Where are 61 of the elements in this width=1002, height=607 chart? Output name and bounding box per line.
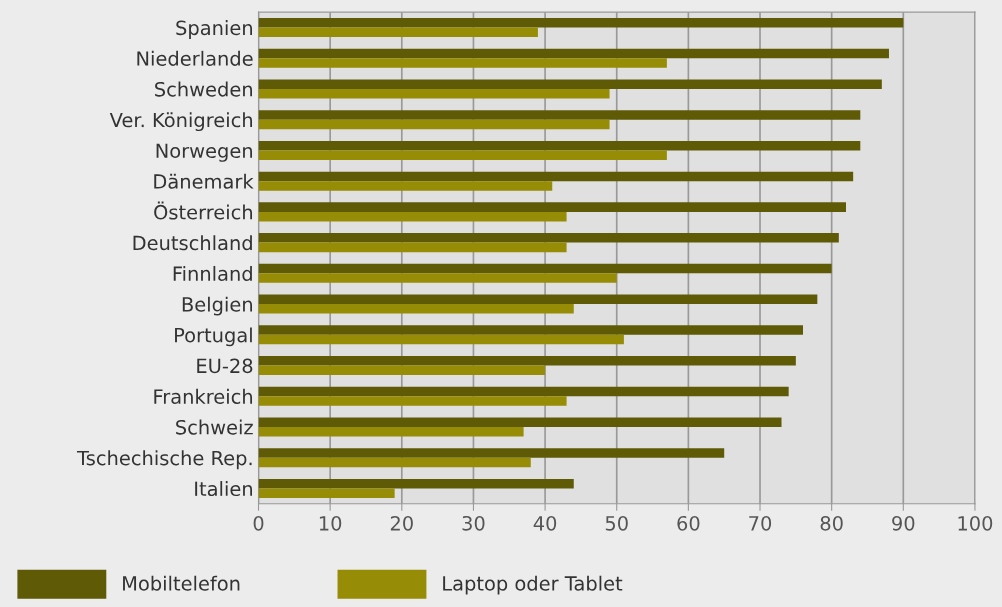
bar xyxy=(258,233,839,243)
bar xyxy=(258,417,782,427)
y-tick-label: Spanien xyxy=(176,20,252,39)
y-tick-label: Schweden xyxy=(155,81,252,97)
y-tick-label: Frankreich xyxy=(154,388,253,404)
y-tick-label: Dänemark xyxy=(154,173,254,189)
bar xyxy=(258,304,574,314)
bar xyxy=(258,48,889,59)
bar xyxy=(258,365,546,376)
x-tick-label: 10 xyxy=(319,515,342,531)
x-tick-label: 0 xyxy=(253,515,264,531)
bar xyxy=(258,488,395,498)
bar xyxy=(258,263,832,274)
x-tick-label: 100 xyxy=(958,515,993,531)
bar xyxy=(258,242,567,253)
x-tick-label: 60 xyxy=(677,515,700,531)
bar xyxy=(258,325,803,335)
y-tick-label: Ver. Königreich xyxy=(109,112,252,132)
y-tick-label: Portugal xyxy=(175,327,252,347)
y-tick-label: Deutschland xyxy=(133,235,252,251)
bar xyxy=(258,79,882,89)
x-tick-label: 30 xyxy=(462,515,485,531)
bar xyxy=(258,171,854,182)
bar xyxy=(258,334,624,345)
y-tick-label: Tschechische Rep. xyxy=(76,450,252,470)
bar xyxy=(258,457,531,468)
x-tick-label: 40 xyxy=(533,515,557,531)
x-tick-label: 80 xyxy=(820,515,843,531)
y-tick-label: Norwegen xyxy=(156,143,252,162)
bar xyxy=(258,478,574,489)
bar xyxy=(258,273,617,283)
bar xyxy=(258,386,789,397)
bar xyxy=(258,140,861,151)
bar xyxy=(258,27,538,38)
bar xyxy=(258,396,567,406)
y-tick-label: Schweiz xyxy=(176,419,253,435)
bar xyxy=(258,426,524,437)
bar xyxy=(258,211,567,222)
y-tick-label: EU-28 xyxy=(197,358,253,374)
y-tick-label: Österreich xyxy=(154,201,252,220)
legend-label: Laptop oder Tablet xyxy=(443,575,623,595)
x-tick-label: 50 xyxy=(605,515,628,531)
legend-label: Mobiltelefon xyxy=(123,575,240,591)
x-tick-label: 90 xyxy=(892,515,915,531)
bar xyxy=(258,356,796,366)
bar xyxy=(258,119,610,130)
x-tick-label: 20 xyxy=(390,515,413,531)
bar xyxy=(258,202,846,212)
y-tick-label: Italien xyxy=(195,481,252,497)
bar xyxy=(258,181,553,191)
bar xyxy=(258,150,667,160)
y-tick-label: Belgien xyxy=(182,296,252,316)
y-tick-label: Niederlande xyxy=(137,50,253,66)
bar xyxy=(258,294,818,305)
bar xyxy=(258,110,861,120)
y-tick-label: Finnland xyxy=(173,265,252,281)
bar xyxy=(258,17,904,28)
bar xyxy=(258,88,610,99)
bar xyxy=(258,58,667,68)
x-tick-label: 70 xyxy=(749,515,772,531)
bar xyxy=(258,448,725,458)
